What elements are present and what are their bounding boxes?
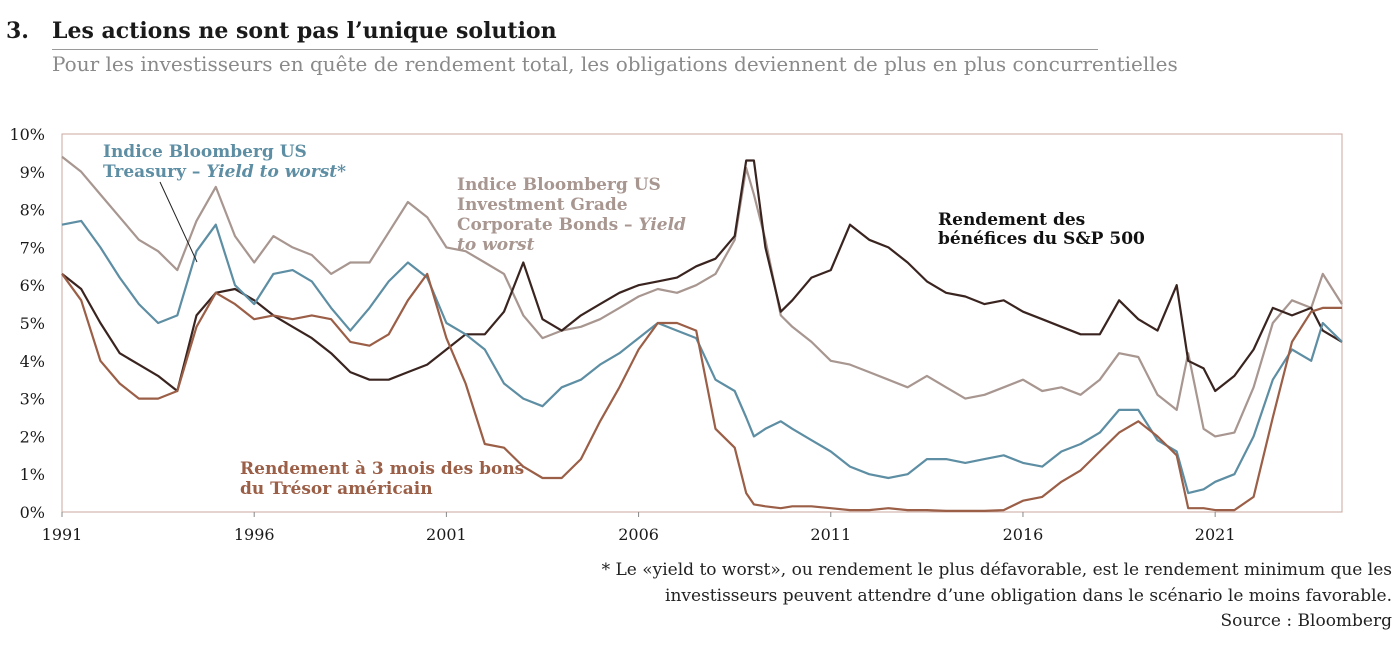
- y-tick-label: 8%: [20, 201, 45, 220]
- y-tick-label: 6%: [20, 276, 45, 295]
- x-tick-label: 1996: [234, 525, 275, 544]
- label-3m-tbill: Rendement à 3 mois des bons du Trésor am…: [240, 459, 530, 499]
- y-tick-label: 5%: [20, 314, 45, 333]
- y-tick-label: 4%: [20, 352, 45, 371]
- x-tick-label: 2021: [1195, 525, 1236, 544]
- y-tick-label: 9%: [20, 163, 45, 182]
- figure-number: 3.: [6, 18, 29, 44]
- series-line-ig: [61, 155, 1343, 438]
- x-tick-label: 2001: [426, 525, 467, 544]
- x-tick-label: 2011: [810, 525, 851, 544]
- line-chart: 0% 1% 2% 3% 4% 5% 6% 7% 8% 9% 10% 1991 1996 2001 2006…: [9, 125, 1343, 544]
- series-line-sp: [61, 159, 1343, 393]
- y-tick-label: 3%: [20, 390, 45, 409]
- chart-subtitle: Pour les investisseurs en quête de rende…: [52, 52, 1178, 76]
- y-axis: 0% 1% 2% 3% 4% 5% 6% 7% 8% 9% 10%: [9, 125, 45, 522]
- series-line-ust: [61, 219, 1343, 495]
- label-treasury: Indice Bloomberg US Treasury – Yield to …: [103, 142, 346, 182]
- footnote-line-1: * Le «yield to worst», ou rendement le p…: [601, 560, 1392, 580]
- y-tick-label: 1%: [20, 465, 45, 484]
- series-lines: [61, 155, 1343, 512]
- y-tick-label: 0%: [20, 503, 45, 522]
- x-tick-label: 1991: [42, 525, 83, 544]
- y-tick-label: 10%: [9, 125, 45, 144]
- x-tick-label: 2016: [1003, 525, 1044, 544]
- chart-title: Les actions ne sont pas l’unique solutio…: [52, 18, 557, 44]
- y-tick-label: 7%: [20, 238, 45, 257]
- title-divider: [52, 49, 1098, 50]
- label-ig-corporate: Indice Bloomberg US Investment Grade Cor…: [457, 175, 692, 255]
- footnote-line-2: investisseurs peuvent attendre d’une obl…: [665, 586, 1392, 606]
- x-axis: 1991 1996 2001 2006 2011 2016 2021: [42, 512, 1236, 544]
- y-tick-label: 2%: [20, 427, 45, 446]
- plot-frame: [61, 133, 1343, 513]
- label-sp500-earnings-yield: Rendement des bénéfices du S&P 500: [938, 210, 1145, 249]
- label-treasury-leader: [159, 181, 198, 263]
- x-tick-label: 2006: [618, 525, 659, 544]
- series-line-tb3: [61, 272, 1342, 512]
- source-note: Source : Bloomberg: [1220, 611, 1392, 631]
